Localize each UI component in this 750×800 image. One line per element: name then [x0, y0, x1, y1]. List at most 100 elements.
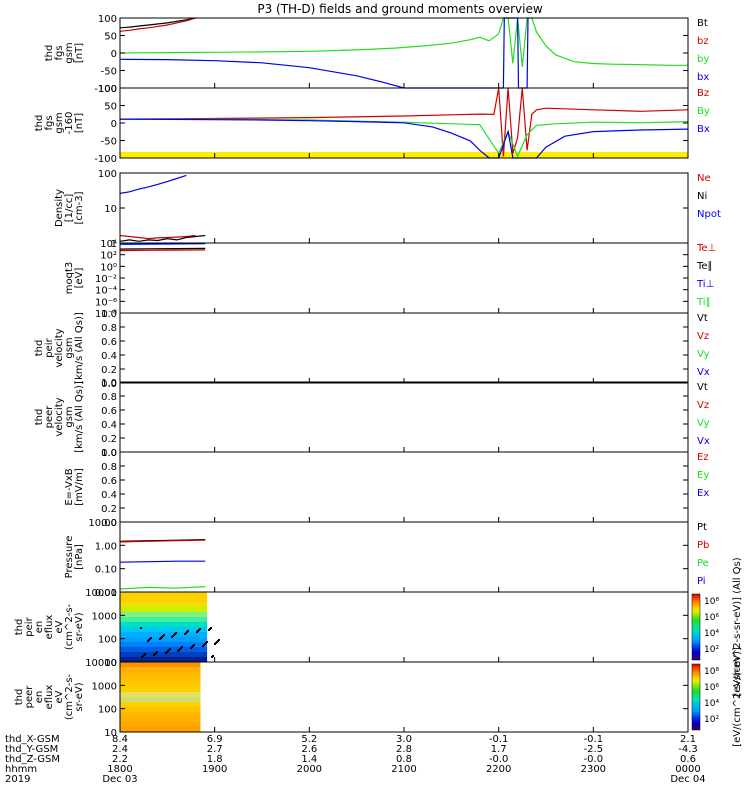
series-line-Ni: [119, 234, 206, 242]
y-tick-label: 0.4: [101, 420, 117, 431]
y-axis-label: [km/s (All Qs)]: [74, 381, 85, 453]
y-axis-label: thd: [14, 689, 25, 706]
colorbar: [691, 593, 701, 661]
y-axis-label: [km/s (All Qs)]: [74, 312, 85, 384]
spectrogram-band: [120, 707, 201, 713]
y-axis-label: eV: [54, 620, 65, 633]
x-tick-label: 5.2: [301, 734, 317, 745]
y-axis-label: E=-VxB: [64, 468, 75, 505]
x-axis-row-label: thd_Z-GSM: [5, 754, 60, 765]
legend-entry: Npot: [697, 209, 721, 220]
y-tick-label: 1.0: [101, 309, 117, 320]
legend-entry: Vy: [697, 349, 710, 360]
chart-title: P3 (TH-D) fields and ground moments over…: [257, 2, 542, 16]
x-axis-row-label: hhmm: [5, 764, 37, 775]
x-tick-label: 2.8: [396, 744, 412, 755]
y-tick-label: 50: [104, 102, 117, 113]
y-tick-label: 0.10: [95, 565, 117, 576]
legend-entry: Te⊥: [696, 243, 716, 254]
y-axis-label: gsm: [64, 42, 75, 63]
spectrogram-band: [120, 672, 201, 678]
spectrogram-band: [120, 662, 201, 668]
y-tick-label: 1.00: [95, 541, 117, 552]
x-tick-label: 3.0: [396, 734, 412, 745]
y-tick-label: 0.0: [101, 448, 117, 459]
colorbar-tick-label: 10²: [704, 715, 719, 725]
panel-frame: [119, 381, 689, 453]
series-line-Bt: [119, 17, 196, 29]
legend-entry: bz: [697, 36, 709, 47]
series-line-Npot: [119, 174, 187, 194]
colorbar-tick-label: 10⁴: [704, 699, 719, 709]
x-tick-label: 6.9: [207, 734, 223, 745]
colorbar-tick-label: 10⁸: [704, 597, 719, 607]
legend-entry: Bz: [697, 88, 709, 99]
y-axis-label: velocity: [54, 328, 65, 367]
spectrogram-speck: [169, 648, 171, 650]
y-tick-label: 0.0: [101, 518, 117, 529]
spectrogram-band: [120, 657, 208, 663]
legend-entry: Pe: [697, 558, 709, 569]
y-tick-label: 10²: [100, 251, 117, 262]
series-line-Bz: [119, 87, 689, 157]
legend-entry: Ni: [697, 191, 707, 202]
spectrogram-band: [120, 722, 201, 728]
y-tick-label: 0: [111, 119, 117, 130]
y-tick-label: -100: [94, 154, 117, 165]
series-line-Pb: [119, 539, 206, 543]
spectrogram-speck: [175, 632, 177, 634]
x-tick-label: 1800: [107, 764, 132, 775]
y-axis-label: peir: [44, 337, 55, 357]
x-tick-label: 8.4: [112, 734, 128, 745]
y-tick-label: 0.8: [101, 462, 117, 473]
spectrogram-band: [120, 687, 201, 693]
x-tick-label: -0.1: [489, 734, 509, 745]
y-tick-label: 0.8: [101, 323, 117, 334]
spectrogram-band: [120, 697, 201, 703]
y-tick-label: 0: [111, 49, 117, 60]
x-tick-label: 2.6: [301, 744, 317, 755]
y-axis-label: eV: [54, 690, 65, 703]
y-tick-label: 10: [104, 658, 117, 669]
y-axis-label: Density: [54, 189, 65, 227]
spectrogram-speck: [212, 655, 214, 657]
x-tick-label: 1.4: [301, 754, 317, 765]
colorbar-label: [eV/(cm^2-s-sr-eV)]: [732, 647, 743, 747]
spectrogram-band: [120, 622, 208, 628]
x-tick-label: 2.7: [207, 744, 223, 755]
legend-entry: Ti⊥: [696, 279, 714, 290]
y-axis-label: fgs: [54, 45, 65, 60]
x-tick-label: 2200: [486, 764, 511, 775]
legend-entry: Pt: [697, 522, 707, 533]
x-tick-label: 1900: [202, 764, 227, 775]
y-axis-label: [nT]: [74, 113, 85, 133]
y-tick-label: 0.4: [101, 351, 117, 362]
panel-frame: [119, 521, 689, 593]
spectrogram-band: [120, 617, 208, 623]
y-axis-label: (cm^2-s-: [64, 603, 75, 650]
spectrogram-band: [120, 712, 201, 718]
x-tick-label: -2.5: [584, 744, 604, 755]
y-tick-label: 10⁻⁴: [95, 286, 117, 297]
spectrogram-speck: [140, 627, 142, 629]
colorbar-tick-label: 10⁶: [704, 613, 719, 623]
y-tick-label: 10⁻⁸: [95, 309, 117, 320]
legend-entry: Bx: [697, 124, 710, 135]
legend-entry: Bt: [697, 18, 708, 29]
y-tick-label: -50: [101, 137, 117, 148]
y-tick-label: -100: [94, 84, 117, 95]
y-axis-label: sr-eV): [74, 612, 85, 641]
x-tick-label: -0.0: [489, 754, 509, 765]
y-axis-label: (cm^2-s-: [64, 673, 75, 720]
spectrogram-band: [120, 592, 208, 598]
panel-peir_spectrogram: 10⁸ 10⁶ 10⁴ 10² [eV/(cm^2-s-sr-eV)] (All Qs)…: [14, 557, 743, 696]
y-tick-label: 0.2: [101, 365, 117, 376]
panel-frame: [119, 661, 689, 733]
panel-frame: [119, 312, 689, 384]
y-axis-label: thd: [14, 619, 25, 636]
panel-frame: [119, 242, 689, 314]
y-axis-label: fgs: [44, 115, 55, 130]
spectrogram-band: [120, 637, 208, 643]
